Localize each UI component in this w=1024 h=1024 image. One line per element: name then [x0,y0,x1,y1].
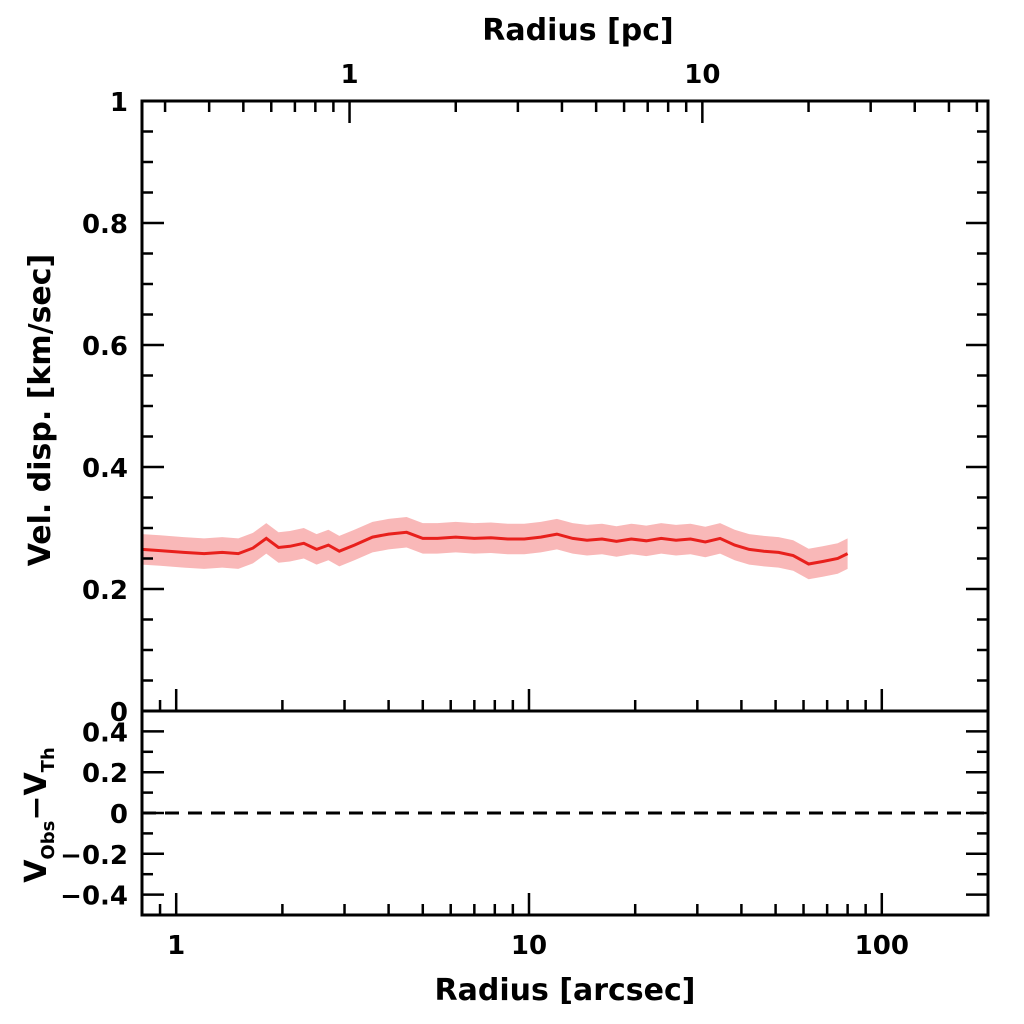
vth-subscript: Th [38,747,59,772]
y-tick-label-top: 1 [110,88,128,118]
y-tick-label-top: 0.2 [82,576,128,606]
velocity-dispersion-band [142,517,848,580]
y-tick-label-top: 0.8 [82,210,128,240]
y-tick-label-top: 0.6 [82,332,128,362]
y-tick-label-top: 0.4 [82,454,128,484]
y-tick-label-bottom: −0.4 [60,882,128,912]
y-tick-label-bottom: 0.4 [82,718,128,748]
velocity-dispersion-line [141,530,849,566]
vobs-v: V [19,859,54,883]
x-tick-label-arcsec: 1 [167,931,185,961]
x-tick-label-pc: 1 [340,60,358,90]
top-y-axis-title: Vel. disp. [km/sec] [23,254,58,567]
y-tick-label-bottom: −0.2 [60,841,128,871]
axis-ticks [140,99,990,917]
bottom-panel-frame [140,709,990,917]
vth-v: V [19,772,54,796]
vobs-subscript: Obs [38,821,59,860]
x-tick-label-arcsec: 10 [511,931,547,961]
top-x-axis-title: Radius [pc] [482,13,673,48]
x-tick-label-arcsec: 100 [855,931,909,961]
y-tick-label-top: 0 [110,698,128,728]
bottom-x-axis-title: Radius [arcsec] [435,973,696,1008]
y-tick-label-bottom: 0 [110,800,128,830]
top-panel-frame [140,99,990,713]
minus-sign: − [19,796,54,821]
bottom-y-axis-title: VObs−VTh [19,747,59,883]
x-tick-label-pc: 10 [684,60,720,90]
y-tick-label-bottom: 0.2 [82,759,128,789]
